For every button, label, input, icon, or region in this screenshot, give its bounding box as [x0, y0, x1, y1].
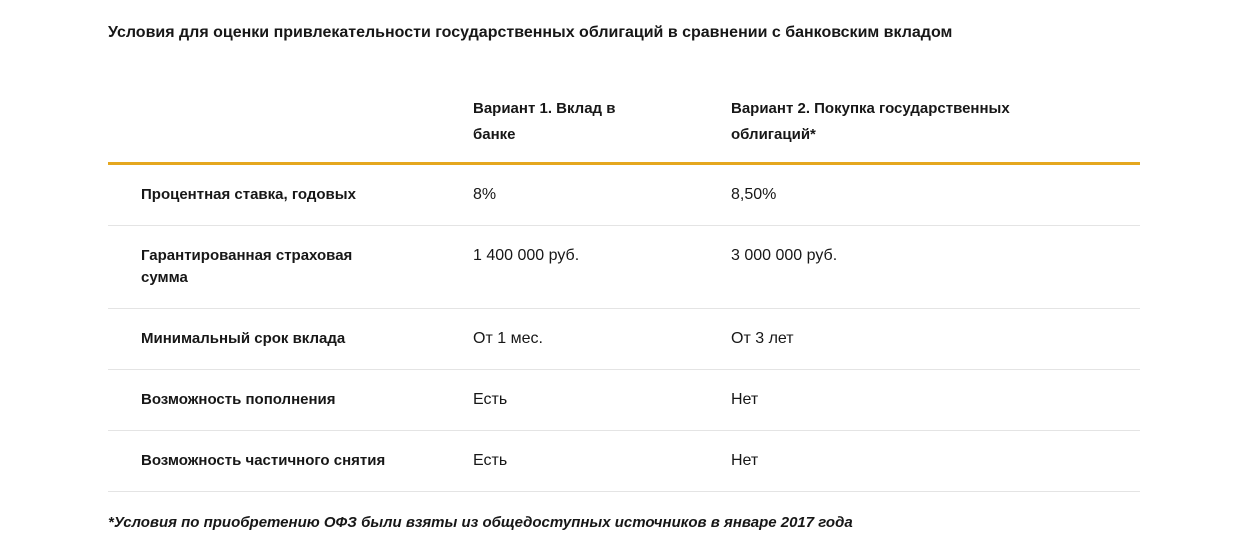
table-row: Минимальный срок вклада От 1 мес. От 3 л… [108, 308, 1140, 370]
row-option1-value: Есть [473, 430, 731, 492]
table-row: Возможность пополнения Есть Нет [108, 369, 1140, 431]
row-option1-value: 1 400 000 руб. [473, 225, 731, 309]
header-option2-label: Вариант 2. Покупка государственных облиг… [731, 100, 1010, 143]
row-option2-value: Нет [731, 369, 1140, 431]
table-header: Вариант 1. Вклад в банке Вариант 2. Поку… [108, 96, 1140, 165]
table-row: Гарантированная страховая сумма 1 400 00… [108, 225, 1140, 309]
row-option1-value: Есть [473, 369, 731, 431]
table-row: Возможность частичного снятия Есть Нет [108, 430, 1140, 492]
row-label-cell: Процентная ставка, годовых [108, 163, 473, 226]
comparison-table: Вариант 1. Вклад в банке Вариант 2. Поку… [108, 96, 1140, 492]
row-label-cell: Гарантированная страховая сумма [108, 225, 473, 309]
table-body: Процентная ставка, годовых 8% 8,50% Гара… [108, 163, 1140, 492]
row-label: Возможность пополнения [141, 391, 336, 408]
row-label-cell: Возможность пополнения [108, 369, 473, 431]
row-label: Минимальный срок вклада [141, 330, 346, 347]
row-option2-value: От 3 лет [731, 308, 1140, 370]
row-label-cell: Возможность частичного снятия [108, 430, 473, 492]
header-option1-label: Вариант 1. Вклад в банке [473, 100, 616, 143]
row-option1-value: От 1 мес. [473, 308, 731, 370]
header-cell-option2: Вариант 2. Покупка государственных облиг… [731, 96, 1140, 165]
row-label: Гарантированная страховая сумма [141, 247, 353, 286]
row-option2-value: Нет [731, 430, 1140, 492]
row-option1-value: 8% [473, 163, 731, 226]
row-option2-value: 3 000 000 руб. [731, 225, 1140, 309]
header-cell-option1: Вариант 1. Вклад в банке [473, 96, 731, 165]
article-content: Условия для оценки привлекательности гос… [108, 22, 1140, 533]
table-row: Процентная ставка, годовых 8% 8,50% [108, 163, 1140, 226]
row-label-cell: Минимальный срок вклада [108, 308, 473, 370]
row-label: Возможность частичного снятия [141, 452, 386, 469]
footnote: *Условия по приобретению ОФЗ были взяты … [108, 514, 853, 531]
row-option2-value: 8,50% [731, 163, 1140, 226]
table-header-row: Вариант 1. Вклад в банке Вариант 2. Поку… [108, 96, 1140, 165]
page-title: Условия для оценки привлекательности гос… [108, 24, 953, 41]
header-cell-empty [108, 96, 473, 165]
row-label: Процентная ставка, годовых [141, 186, 356, 203]
